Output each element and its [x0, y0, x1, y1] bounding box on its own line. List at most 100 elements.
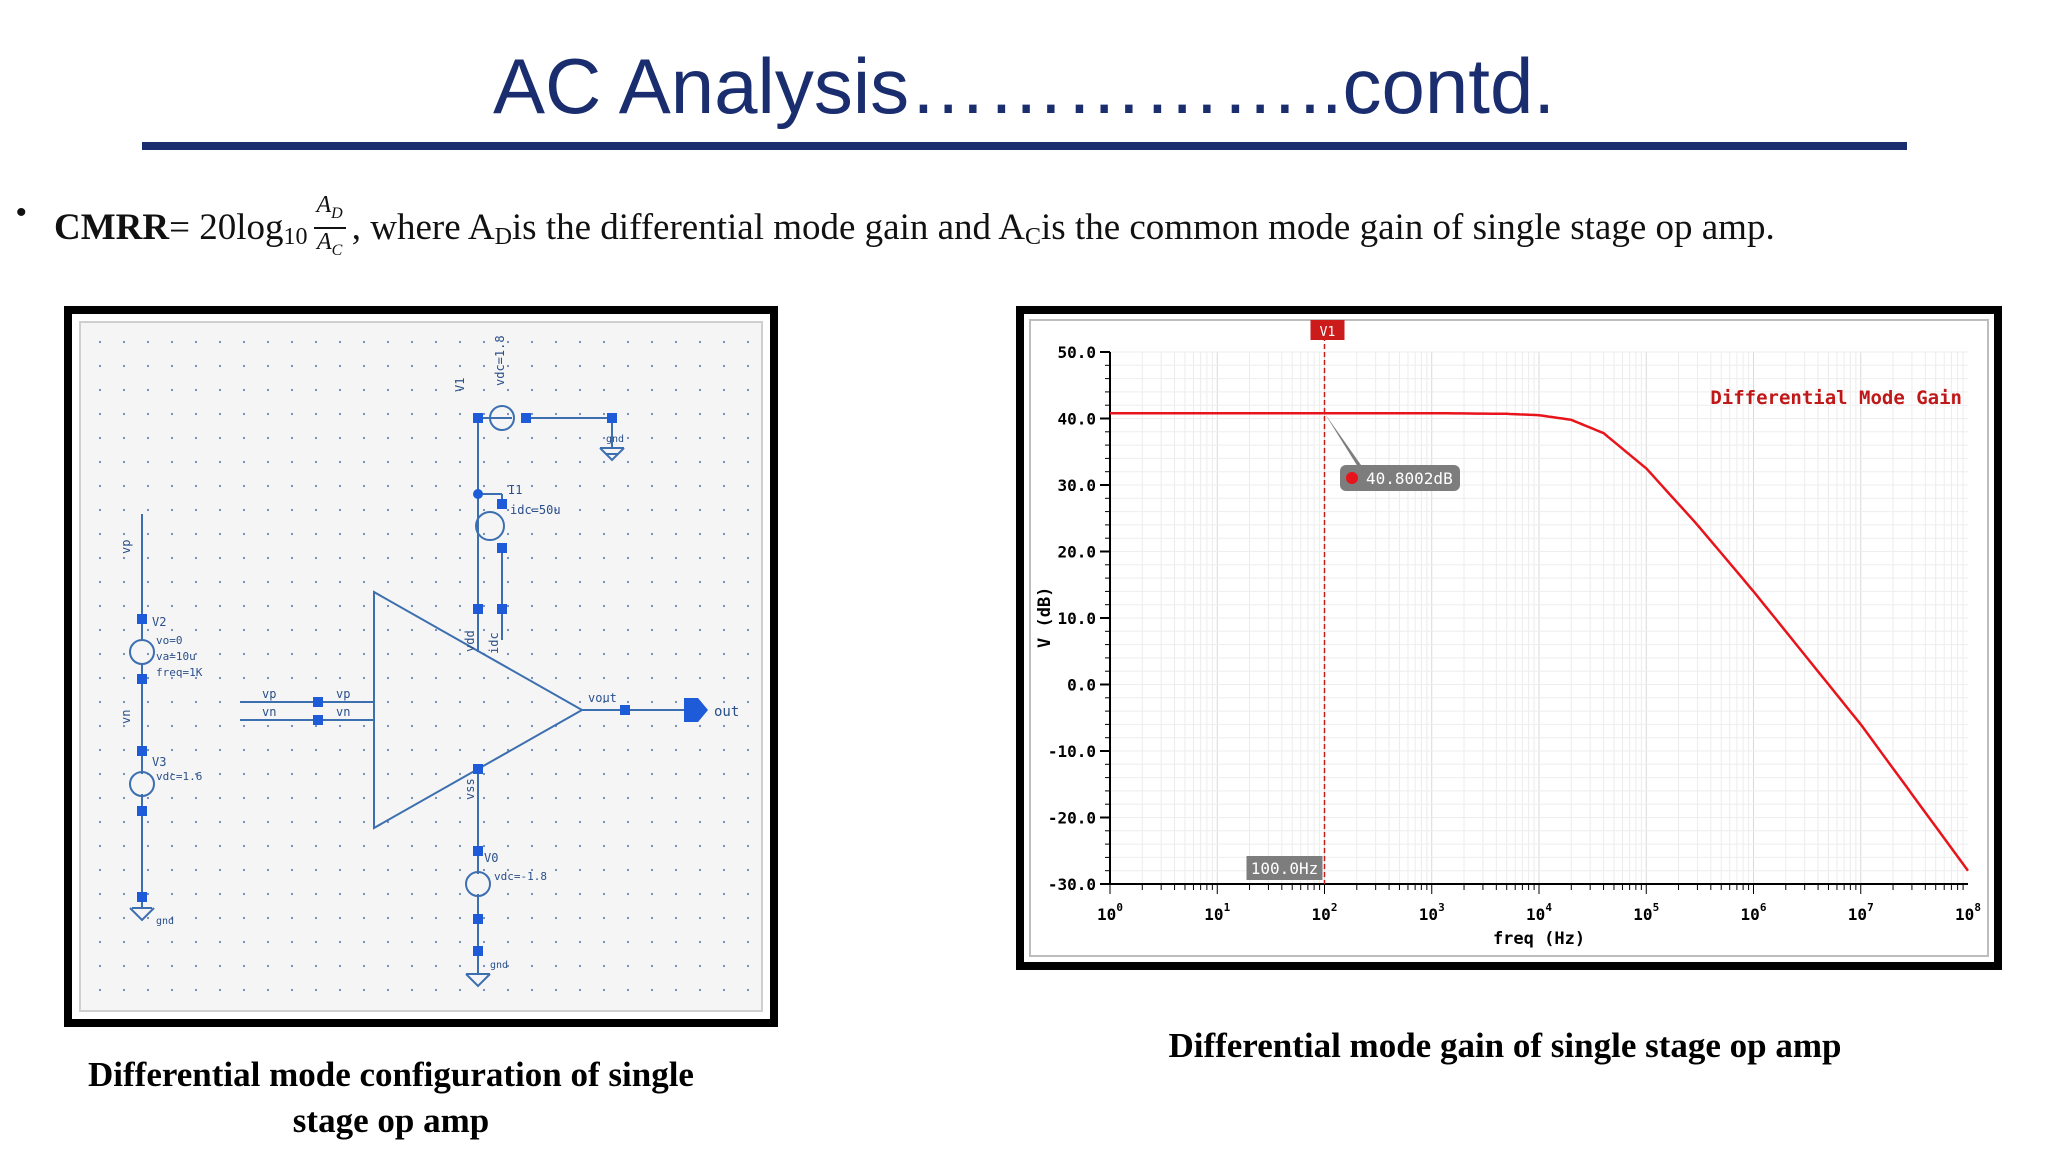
grid-dot	[554, 484, 558, 488]
grid-dot	[98, 484, 102, 488]
grid-dot	[410, 652, 414, 656]
grid-dot	[338, 388, 342, 392]
y-tick-label: -30.0	[1048, 875, 1096, 894]
grid-dot	[266, 724, 270, 728]
grid-dot	[386, 724, 390, 728]
grid-dot	[122, 676, 126, 680]
grid-dot	[362, 868, 366, 872]
y-tick-label: -20.0	[1048, 809, 1096, 828]
grid-dot	[146, 988, 150, 992]
grid-dot	[698, 676, 702, 680]
y-tick-label: 30.0	[1057, 476, 1096, 495]
grid-dot	[410, 532, 414, 536]
grid-dot	[458, 676, 462, 680]
grid-dot	[626, 964, 630, 968]
label-vo: vo=0	[156, 634, 183, 647]
grid-dot	[338, 628, 342, 632]
grid-dot	[386, 436, 390, 440]
grid-dot	[314, 484, 318, 488]
grid-dot	[266, 532, 270, 536]
gain-fraction: AD AC	[313, 192, 346, 264]
grid-dot	[674, 484, 678, 488]
grid-dot	[506, 724, 510, 728]
grid-dot	[170, 556, 174, 560]
grid-dot	[530, 628, 534, 632]
grid-dot	[578, 556, 582, 560]
grid-dot	[698, 460, 702, 464]
grid-dot	[314, 772, 318, 776]
marker-flag	[1310, 320, 1345, 340]
grid-dot	[290, 460, 294, 464]
grid-dot	[290, 844, 294, 848]
schematic-figure: V1 vdc=1.8 gnd I1 idc=50u vp vn V2 vo=0 …	[64, 306, 778, 1027]
grid-dot	[266, 796, 270, 800]
grid-dot	[626, 700, 630, 704]
grid-dot	[98, 844, 102, 848]
grid-dot	[434, 868, 438, 872]
grid-dot	[650, 388, 654, 392]
grid-dot	[218, 460, 222, 464]
grid-dot	[434, 412, 438, 416]
sub-d: D	[494, 224, 512, 251]
grid-dot	[122, 388, 126, 392]
formula-text-1: , where A	[351, 207, 495, 249]
y-tick-label: 50.0	[1057, 343, 1096, 362]
grid-dot	[530, 460, 534, 464]
label-v0: V0	[484, 851, 498, 865]
grid-dot	[458, 796, 462, 800]
grid-dot	[602, 412, 606, 416]
grid-dot	[530, 364, 534, 368]
grid-dot	[290, 556, 294, 560]
grid-dot	[506, 412, 510, 416]
plot-series	[1110, 411, 1970, 872]
grid-dot	[242, 748, 246, 752]
grid-dot	[578, 484, 582, 488]
grid-dot	[554, 604, 558, 608]
grid-dot	[578, 820, 582, 824]
grid-dot	[650, 748, 654, 752]
grid-dot	[554, 388, 558, 392]
grid-dot	[698, 772, 702, 776]
grid-dot	[194, 580, 198, 584]
grid-dot	[602, 844, 606, 848]
grid-dot	[674, 676, 678, 680]
grid-dot	[650, 580, 654, 584]
schematic-dot-grid	[98, 340, 750, 992]
grid-dot	[674, 868, 678, 872]
grid-dot	[146, 604, 150, 608]
caption-plot: Differential mode gain of single stage o…	[1168, 1026, 1842, 1065]
grid-dot	[530, 700, 534, 704]
grid-dot	[314, 988, 318, 992]
grid-dot	[698, 652, 702, 656]
grid-dot	[218, 964, 222, 968]
grid-dot	[434, 844, 438, 848]
grid-dot	[554, 340, 558, 344]
grid-dot	[362, 460, 366, 464]
grid-dot	[722, 700, 726, 704]
grid-dot	[410, 772, 414, 776]
grid-dot	[242, 628, 246, 632]
grid-dot	[458, 772, 462, 776]
grid-dot	[578, 916, 582, 920]
grid-dot	[410, 388, 414, 392]
grid-dot	[362, 628, 366, 632]
grid-dot	[194, 652, 198, 656]
grid-dot	[338, 940, 342, 944]
grid-dot	[626, 724, 630, 728]
grid-dot	[218, 556, 222, 560]
grid-dot	[578, 580, 582, 584]
grid-dot	[218, 916, 222, 920]
grid-dot	[434, 964, 438, 968]
grid-dot	[626, 532, 630, 536]
grid-dot	[530, 412, 534, 416]
grid-dot	[506, 508, 510, 512]
grid-dot	[674, 892, 678, 896]
grid-dot	[746, 964, 750, 968]
grid-dot	[194, 916, 198, 920]
grid-dot	[194, 892, 198, 896]
grid-dot	[362, 748, 366, 752]
grid-dot	[602, 580, 606, 584]
grid-dot	[482, 868, 486, 872]
label-vn-in: vn	[262, 705, 276, 719]
grid-dot	[194, 628, 198, 632]
